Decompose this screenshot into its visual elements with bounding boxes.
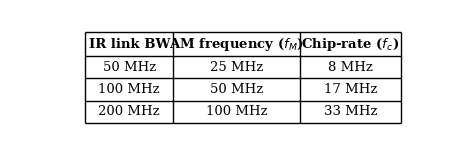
Text: 25 MHz: 25 MHz	[210, 61, 263, 74]
Text: 17 MHz: 17 MHz	[324, 83, 377, 96]
Text: 200 MHz: 200 MHz	[99, 105, 160, 118]
Text: 8 MHz: 8 MHz	[328, 61, 373, 74]
Text: IR link BW: IR link BW	[89, 38, 170, 51]
Text: 100 MHz: 100 MHz	[99, 83, 160, 96]
Text: 50 MHz: 50 MHz	[102, 61, 156, 74]
Text: Chip-rate ($f_c$): Chip-rate ($f_c$)	[301, 36, 400, 53]
Text: AM frequency ($f_M$): AM frequency ($f_M$)	[169, 36, 304, 53]
Text: 33 MHz: 33 MHz	[324, 105, 377, 118]
Text: 50 MHz: 50 MHz	[210, 83, 263, 96]
Text: 100 MHz: 100 MHz	[206, 105, 267, 118]
